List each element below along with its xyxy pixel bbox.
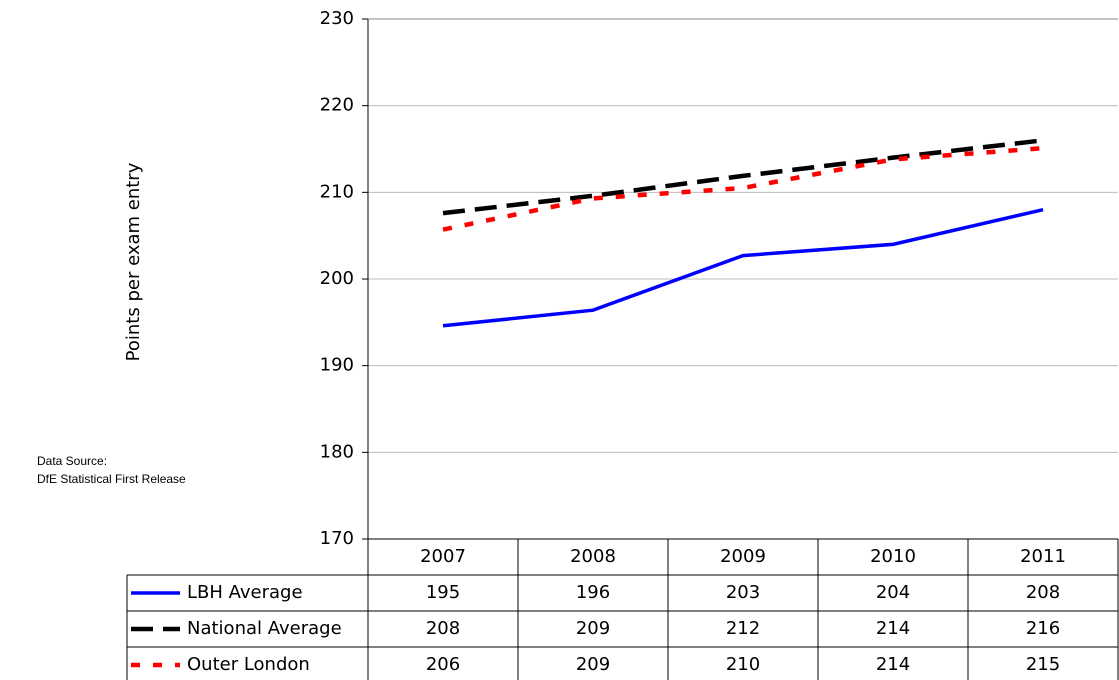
y-tick-label: 210 bbox=[320, 181, 354, 202]
series-line bbox=[442, 138, 1044, 216]
y-tick-label: 230 bbox=[320, 8, 354, 29]
table-value: 206 bbox=[426, 654, 460, 675]
source-line: Data Source: bbox=[37, 454, 107, 468]
series-line bbox=[442, 145, 1044, 232]
table-value: 214 bbox=[876, 618, 910, 639]
legend-label: LBH Average bbox=[187, 582, 303, 603]
series-line bbox=[442, 207, 1044, 328]
table-value: 216 bbox=[1026, 618, 1060, 639]
x-tick-label: 2007 bbox=[420, 546, 466, 567]
y-tick-label: 180 bbox=[320, 441, 354, 462]
x-tick-label: 2009 bbox=[720, 546, 766, 567]
legend-label: Outer London bbox=[187, 654, 310, 675]
x-tick-label: 2010 bbox=[870, 546, 916, 567]
table-value: 195 bbox=[426, 582, 460, 603]
table-value: 212 bbox=[726, 618, 760, 639]
table-value: 203 bbox=[726, 582, 760, 603]
table-value: 214 bbox=[876, 654, 910, 675]
x-tick-label: 2008 bbox=[570, 546, 616, 567]
x-tick-label: 2011 bbox=[1020, 546, 1066, 567]
table-value: 208 bbox=[426, 618, 460, 639]
y-tick-label: 220 bbox=[320, 95, 354, 116]
table-value: 210 bbox=[726, 654, 760, 675]
table-value: 209 bbox=[576, 654, 610, 675]
table-value: 196 bbox=[576, 582, 610, 603]
legend-label: National Average bbox=[187, 618, 342, 639]
y-axis-label: Points per exam entry bbox=[123, 162, 144, 361]
table-value: 208 bbox=[1026, 582, 1060, 603]
source-line: DfE Statistical First Release bbox=[37, 472, 186, 486]
y-tick-label: 190 bbox=[320, 355, 354, 376]
y-tick-label: 200 bbox=[320, 268, 354, 289]
table-value: 209 bbox=[576, 618, 610, 639]
table-value: 215 bbox=[1026, 654, 1060, 675]
y-tick-label: 170 bbox=[320, 528, 354, 549]
table-value: 204 bbox=[876, 582, 910, 603]
